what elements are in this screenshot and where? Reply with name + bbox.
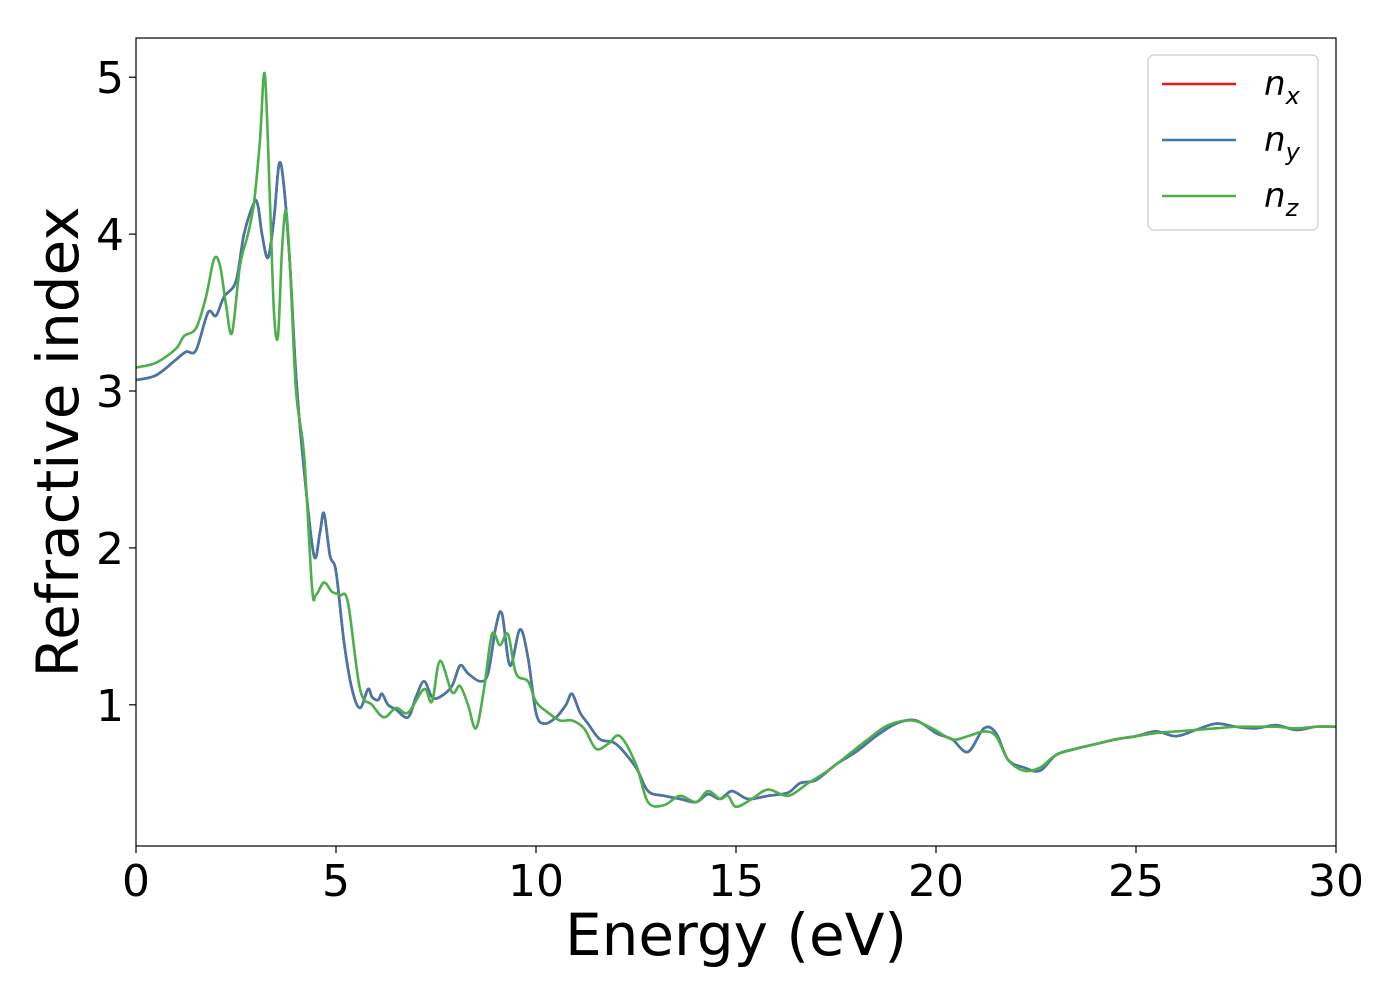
x-tick-label: 20 [908, 856, 964, 907]
legend-label-nx: nx [1264, 64, 1301, 110]
legend-box [1147, 54, 1319, 231]
y-axis-title: Refractive index [24, 206, 92, 677]
series-line-nz [135, 71, 1337, 809]
y-axis: 1 2 3 4 5 [96, 53, 136, 732]
x-axis-title: Energy (eV) [565, 901, 907, 969]
legend-label-ny: ny [1264, 120, 1301, 166]
series-layer [135, 71, 1337, 809]
legend-label-subscript: x [1285, 82, 1301, 110]
x-tick-label: 10 [508, 856, 564, 907]
legend-label-subscript: y [1285, 138, 1301, 166]
x-tick-label: 15 [708, 856, 764, 907]
x-tick-label: 5 [322, 856, 350, 907]
legend-label-subscript: z [1285, 194, 1300, 222]
x-tick-label: 0 [122, 856, 150, 907]
legend-label-main: n [1264, 64, 1286, 104]
x-axis: 0 5 10 15 20 25 30 [122, 846, 1364, 907]
y-tick-label: 4 [96, 210, 124, 261]
legend-label-main: n [1264, 120, 1286, 160]
legend-label-nz: nz [1264, 176, 1300, 222]
legend-label-main: n [1264, 176, 1286, 216]
x-tick-label: 25 [1108, 856, 1164, 907]
y-tick-label: 3 [96, 367, 124, 418]
y-tick-label: 2 [96, 524, 124, 575]
y-tick-label: 5 [96, 53, 124, 104]
y-tick-label: 1 [96, 681, 124, 732]
x-tick-label: 30 [1308, 856, 1364, 907]
